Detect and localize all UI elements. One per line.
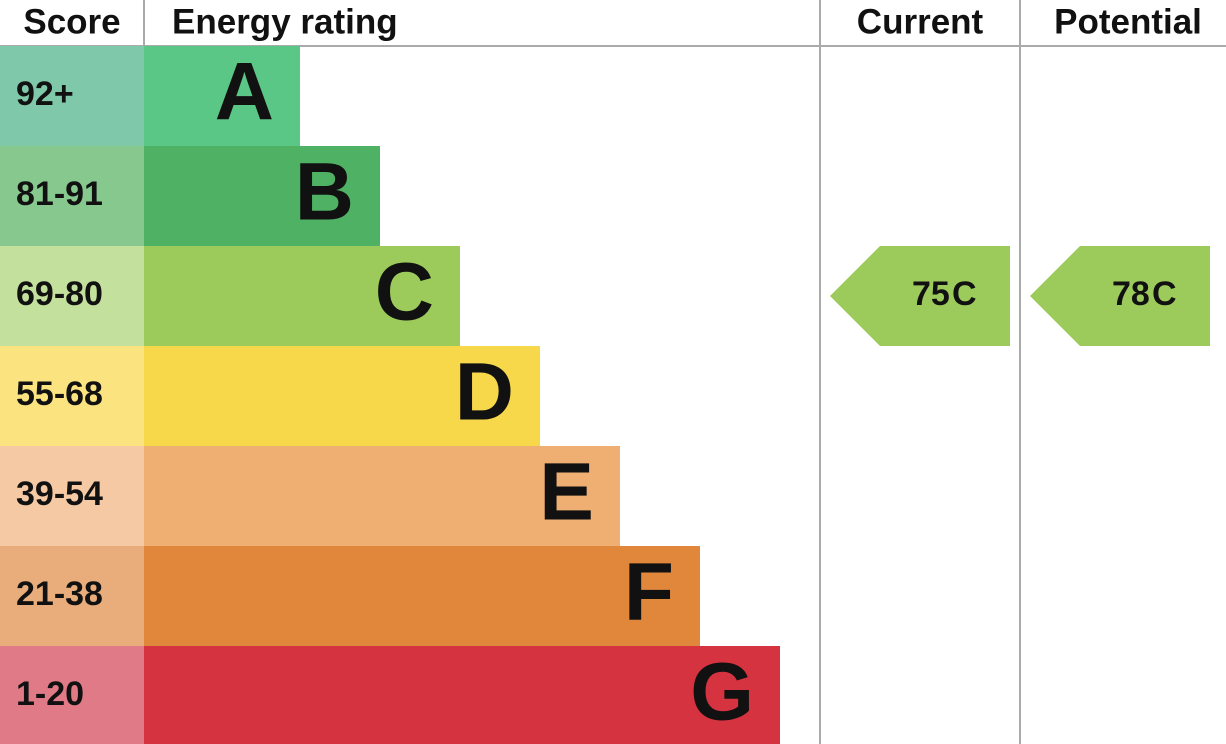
rating-bar — [144, 546, 700, 646]
score-cell — [0, 146, 144, 246]
score-cell — [0, 246, 144, 346]
score-range: 55-68 — [16, 375, 103, 413]
header-score: Score — [23, 2, 120, 41]
rating-letter: D — [455, 347, 514, 438]
rating-letter: E — [539, 447, 594, 538]
rating-letter: B — [295, 147, 354, 238]
rating-letter: G — [690, 647, 754, 738]
rating-bar — [144, 46, 300, 146]
score-cell — [0, 546, 144, 646]
current-letter: C — [952, 275, 977, 313]
current-value: 75 — [912, 275, 950, 313]
score-cell — [0, 346, 144, 446]
potential-letter: C — [1152, 275, 1177, 313]
score-range: 81-91 — [16, 175, 103, 213]
header-potential: Potential — [1054, 2, 1202, 41]
rating-bar — [144, 346, 540, 446]
score-range: 69-80 — [16, 275, 103, 313]
rating-bar — [144, 146, 380, 246]
score-cell — [0, 646, 144, 744]
score-cell — [0, 46, 144, 146]
rating-arrow — [830, 246, 1010, 346]
rating-letter: F — [624, 547, 674, 638]
rating-letter: C — [375, 247, 434, 338]
score-range: 92+ — [16, 75, 74, 113]
rating-letter: A — [215, 47, 274, 138]
score-range: 21-38 — [16, 575, 103, 613]
rating-arrow — [1030, 246, 1210, 346]
score-range: 39-54 — [16, 475, 103, 513]
score-range: 1-20 — [16, 675, 84, 713]
rating-bar — [144, 646, 780, 744]
header-rating: Energy rating — [172, 2, 398, 41]
header-current: Current — [857, 2, 984, 41]
potential-value: 78 — [1112, 275, 1150, 313]
score-cell — [0, 446, 144, 546]
rating-bar — [144, 446, 620, 546]
rating-bar — [144, 246, 460, 346]
